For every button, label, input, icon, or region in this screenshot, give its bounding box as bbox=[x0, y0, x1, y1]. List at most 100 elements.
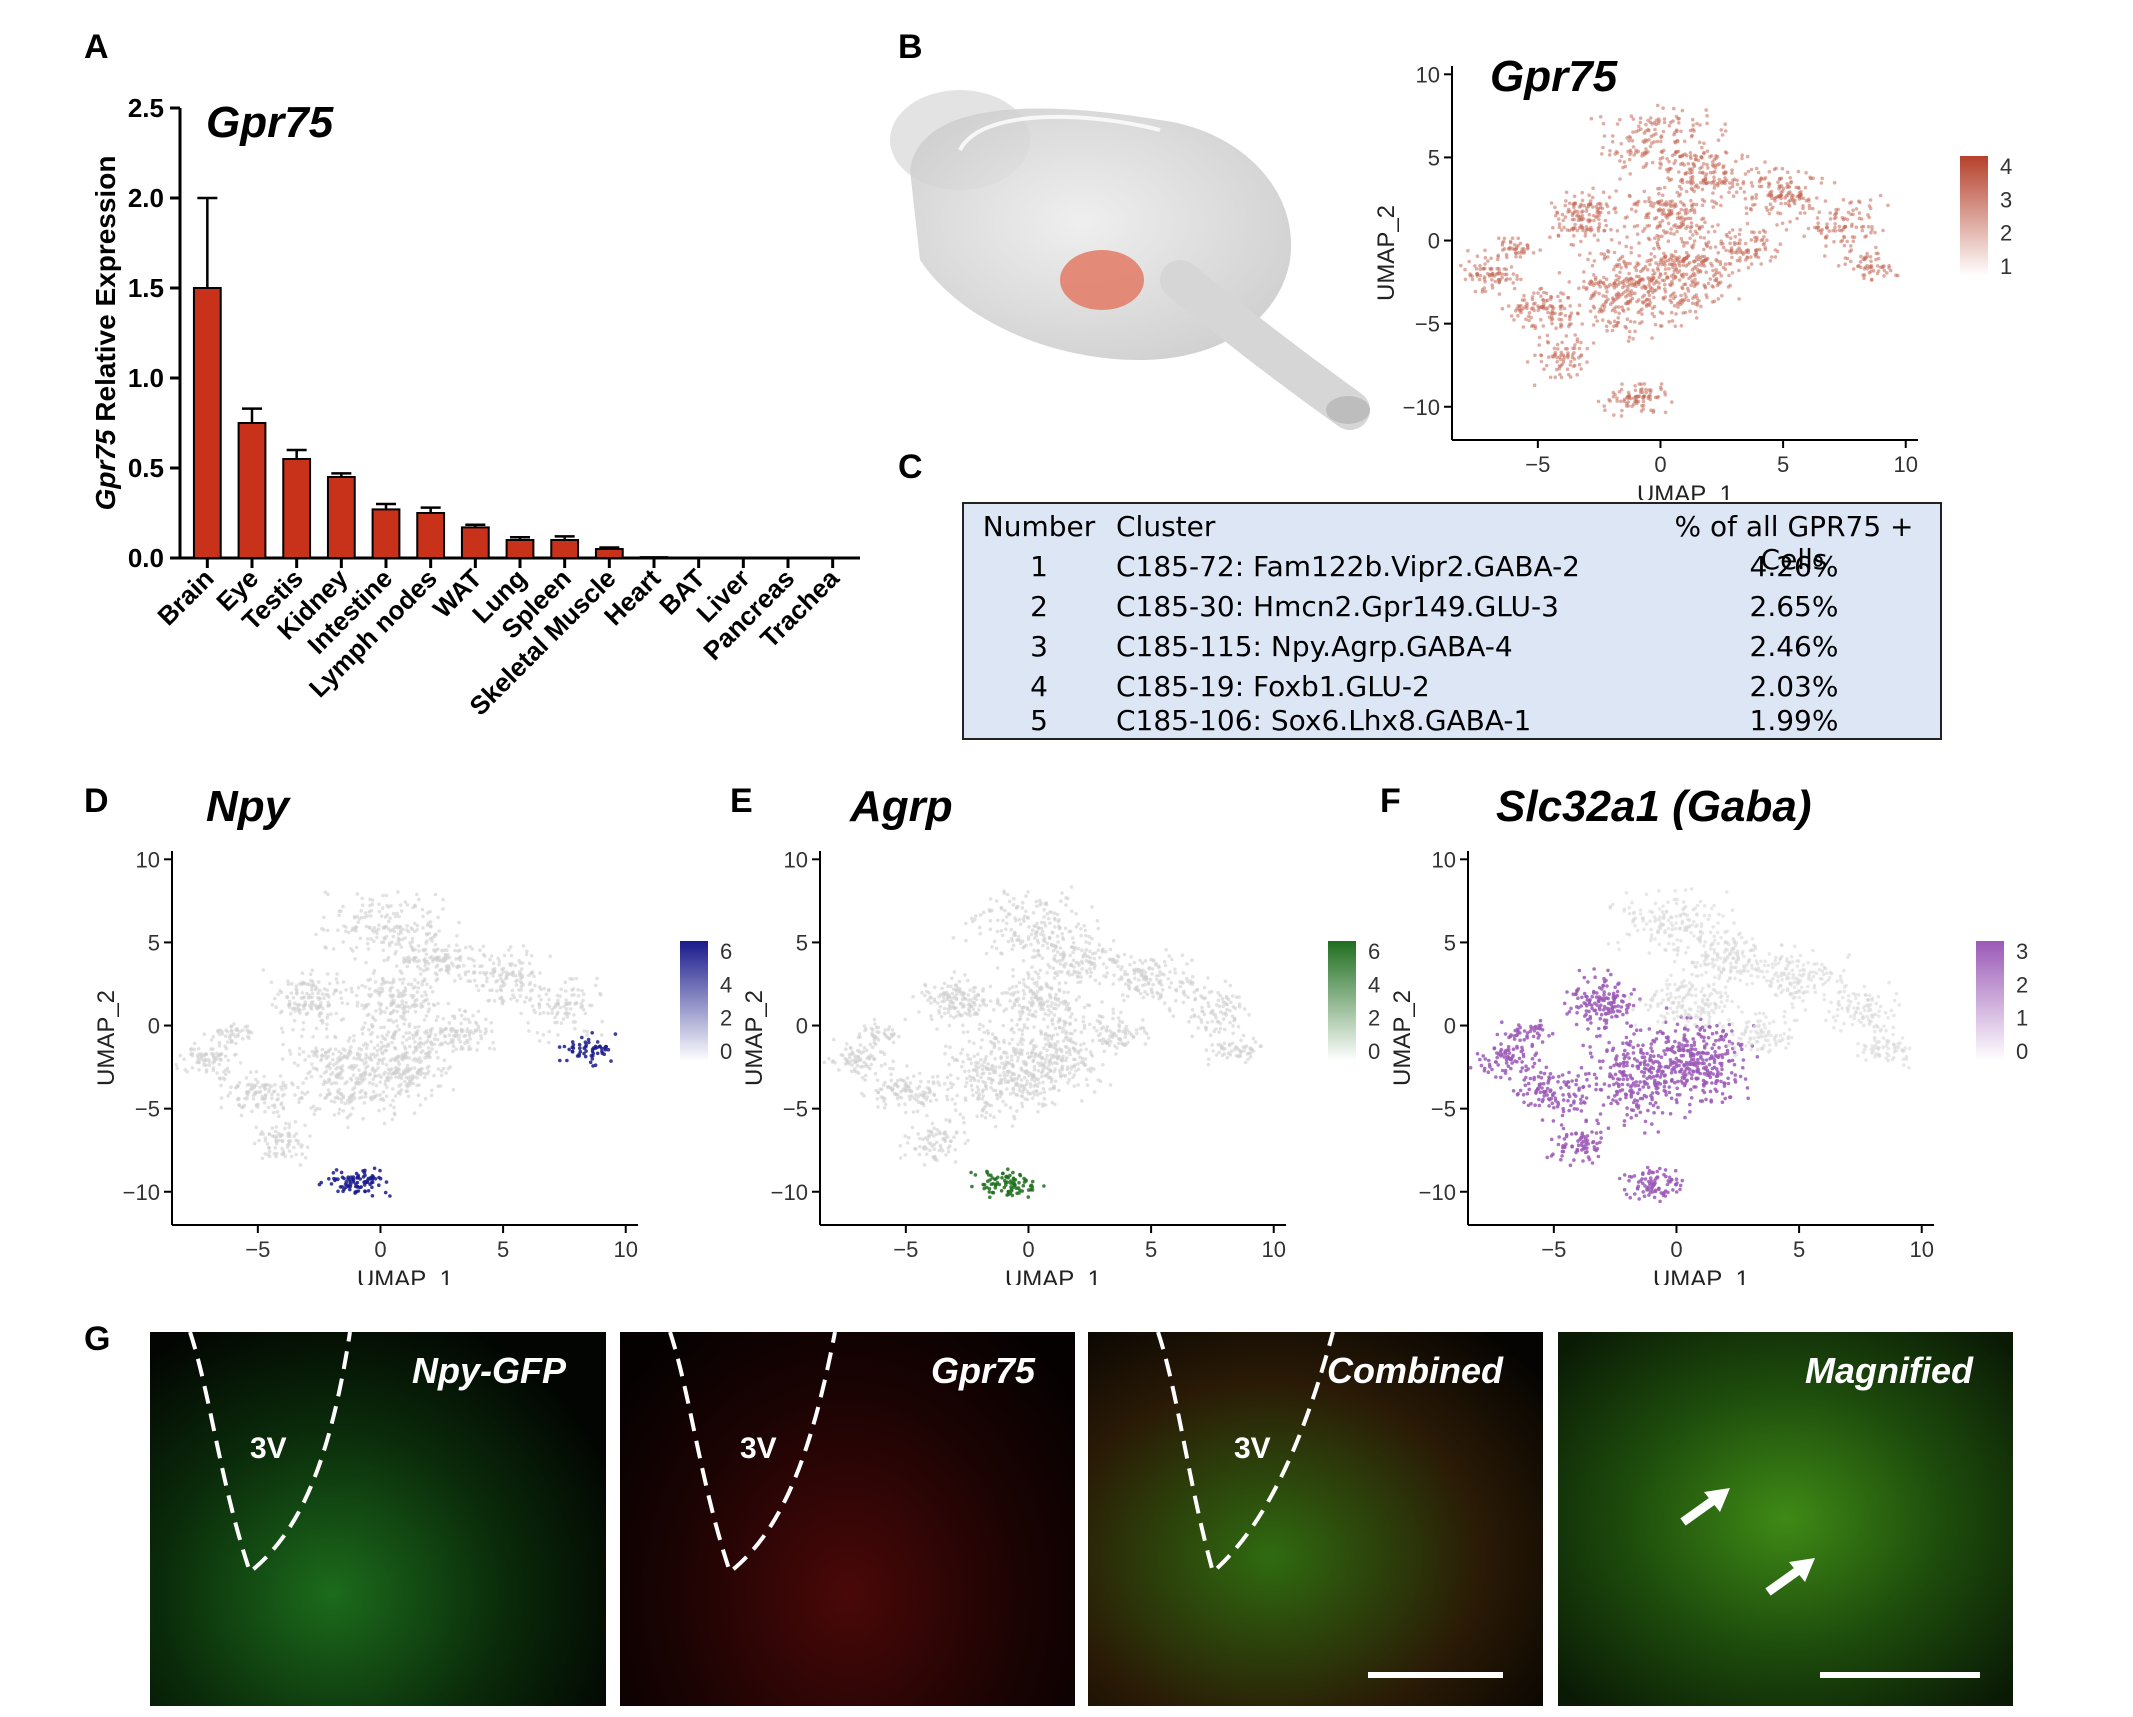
micrograph-npy-gfp: 3V Npy-GFP bbox=[150, 1332, 606, 1706]
x-tick-label: 0 bbox=[374, 1237, 386, 1262]
x-tick-label: 10 bbox=[1909, 1237, 1933, 1262]
x-tick-label: 10 bbox=[1261, 1237, 1285, 1262]
bar bbox=[237, 422, 267, 559]
y-tick-label: 10 bbox=[136, 847, 160, 872]
y-tick-label: 5 bbox=[148, 930, 160, 955]
y-tick-label: 1.0 bbox=[128, 363, 164, 393]
panel-a-title: Gpr75 bbox=[206, 98, 334, 147]
y-tick-label: −5 bbox=[135, 1097, 160, 1122]
legend-tick-label: 4 bbox=[2000, 154, 2012, 179]
bar bbox=[416, 512, 446, 559]
y-tick-label: 5 bbox=[1428, 145, 1440, 170]
x-tick-label: 5 bbox=[497, 1237, 509, 1262]
x-tick-label: 5 bbox=[1777, 452, 1789, 477]
table-row: 4 C185-19: Foxb1.GLU-2 2.03% bbox=[964, 670, 1940, 708]
y-tick-label: 0.0 bbox=[128, 543, 164, 573]
legend-tick-label: 0 bbox=[2016, 1039, 2028, 1064]
y-axis-label: UMAP_2 bbox=[93, 990, 120, 1086]
panel-label-e: E bbox=[730, 782, 753, 820]
x-tick-label: 10 bbox=[613, 1237, 637, 1262]
row-number: 4 bbox=[1030, 670, 1048, 703]
panel-label-g: G bbox=[84, 1320, 111, 1358]
row-cluster: C185-115: Npy.Agrp.GABA-4 bbox=[1116, 630, 1513, 663]
arrow-icon bbox=[1680, 1488, 1730, 1526]
row-number: 2 bbox=[1030, 590, 1048, 623]
x-tick-label: −5 bbox=[245, 1237, 270, 1262]
x-tick-label: 0 bbox=[1654, 452, 1666, 477]
row-cluster: C185-30: Hmcn2.Gpr149.GLU-3 bbox=[1116, 590, 1559, 623]
legend-tick-label: 6 bbox=[720, 939, 732, 964]
micrograph-label: Npy-GFP bbox=[411, 1350, 566, 1391]
panel-label-a: A bbox=[84, 28, 109, 66]
panel-label-c: C bbox=[898, 448, 923, 486]
umap-agrp: −5 0 5 10 −10 −5 0 5 10 UMAP_1 UMAP_2 0 2 4 6 bbox=[741, 847, 1380, 1285]
y-axis-label: Gpr75 Relative Expression bbox=[90, 156, 121, 511]
y-tick-label: 5 bbox=[796, 930, 808, 955]
row-percent: 1.99% bbox=[1749, 704, 1839, 737]
y-tick-label: −5 bbox=[1431, 1097, 1456, 1122]
bar bbox=[460, 526, 490, 560]
x-tick-label: 10 bbox=[1893, 452, 1917, 477]
y-tick-label: 10 bbox=[784, 847, 808, 872]
x-tick-label: −5 bbox=[893, 1237, 918, 1262]
legend-tick-label: 2 bbox=[2016, 972, 2028, 997]
table-row: 1 C185-72: Fam122b.Vipr2.GABA-2 4.26% bbox=[964, 550, 1940, 588]
legend-tick-label: 1 bbox=[2016, 1006, 2028, 1031]
y-tick-label: 0 bbox=[1428, 229, 1440, 254]
highlighted-region bbox=[1060, 250, 1144, 310]
row-percent: 2.03% bbox=[1749, 670, 1839, 703]
y-axis-label: UMAP_2 bbox=[1373, 205, 1400, 301]
row-cluster: C185-19: Foxb1.GLU-2 bbox=[1116, 670, 1430, 703]
color-legend-bar bbox=[1960, 156, 1988, 276]
header-percent: % of all GPR75 + Cells bbox=[1674, 510, 1914, 576]
umap-points bbox=[1459, 103, 1900, 418]
legend-tick-label: 4 bbox=[720, 972, 732, 997]
panel-label-d: D bbox=[84, 782, 109, 820]
bar bbox=[192, 287, 222, 559]
row-number: 5 bbox=[1030, 704, 1048, 737]
bar bbox=[639, 556, 669, 559]
arrow-icon bbox=[1765, 1558, 1815, 1596]
umap-points bbox=[822, 885, 1263, 1200]
legend-tick-label: 0 bbox=[1368, 1039, 1380, 1064]
color-legend-bar bbox=[1976, 941, 2004, 1061]
x-axis-label: UMAP_1 bbox=[1637, 481, 1733, 500]
y-tick-label: −10 bbox=[123, 1180, 160, 1205]
scale-bar bbox=[1820, 1672, 1980, 1678]
legend-tick-label: 0 bbox=[720, 1039, 732, 1064]
x-tick-label: 5 bbox=[1793, 1237, 1805, 1262]
bar bbox=[550, 539, 580, 559]
umap-npy: −5 0 5 10 −10 −5 0 5 10 UMAP_1 UMAP_2 0 2 4 6 bbox=[93, 847, 732, 1285]
x-tick-label: 5 bbox=[1145, 1237, 1157, 1262]
ventricle-outline bbox=[668, 1332, 837, 1576]
row-number: 1 bbox=[1030, 550, 1048, 583]
y-tick-label: 2.5 bbox=[128, 93, 164, 123]
legend-tick-label: 2 bbox=[1368, 1006, 1380, 1031]
x-tick-label: 0 bbox=[1670, 1237, 1682, 1262]
micrograph-combined: 3V Combined bbox=[1088, 1332, 1543, 1706]
panel-label-f: F bbox=[1380, 782, 1401, 820]
y-tick-label: 10 bbox=[1416, 62, 1440, 87]
bar bbox=[594, 548, 624, 559]
y-tick-label: 0 bbox=[796, 1014, 808, 1039]
color-legend-bar bbox=[680, 941, 708, 1061]
third-ventricle-label: 3V bbox=[1234, 1432, 1271, 1465]
umap-slc32a1: −5 0 5 10 −10 −5 0 5 10 UMAP_1 UMAP_2 0 1 2 3 bbox=[1389, 847, 2028, 1285]
legend-tick-label: 6 bbox=[1368, 939, 1380, 964]
x-tick-label: −5 bbox=[1525, 452, 1550, 477]
x-axis-label: UMAP_1 bbox=[1005, 1266, 1101, 1285]
bar bbox=[371, 508, 401, 559]
legend-tick-label: 3 bbox=[2016, 939, 2028, 964]
cluster-table: Number Cluster % of all GPR75 + Cells 1 … bbox=[962, 502, 1942, 740]
header-number: Number bbox=[982, 510, 1096, 543]
panel-b-title: Gpr75 bbox=[1490, 52, 1618, 101]
panel-label-b: B bbox=[898, 28, 923, 66]
y-tick-label: 5 bbox=[1444, 930, 1456, 955]
ventricle-outline bbox=[1156, 1332, 1335, 1576]
row-number: 3 bbox=[1030, 630, 1048, 663]
bar bbox=[326, 476, 356, 559]
bar bbox=[505, 539, 535, 559]
legend-tick-label: 2 bbox=[720, 1006, 732, 1031]
x-axis-label: UMAP_1 bbox=[357, 1266, 453, 1285]
table-row: 3 C185-115: Npy.Agrp.GABA-4 2.46% bbox=[964, 630, 1940, 668]
